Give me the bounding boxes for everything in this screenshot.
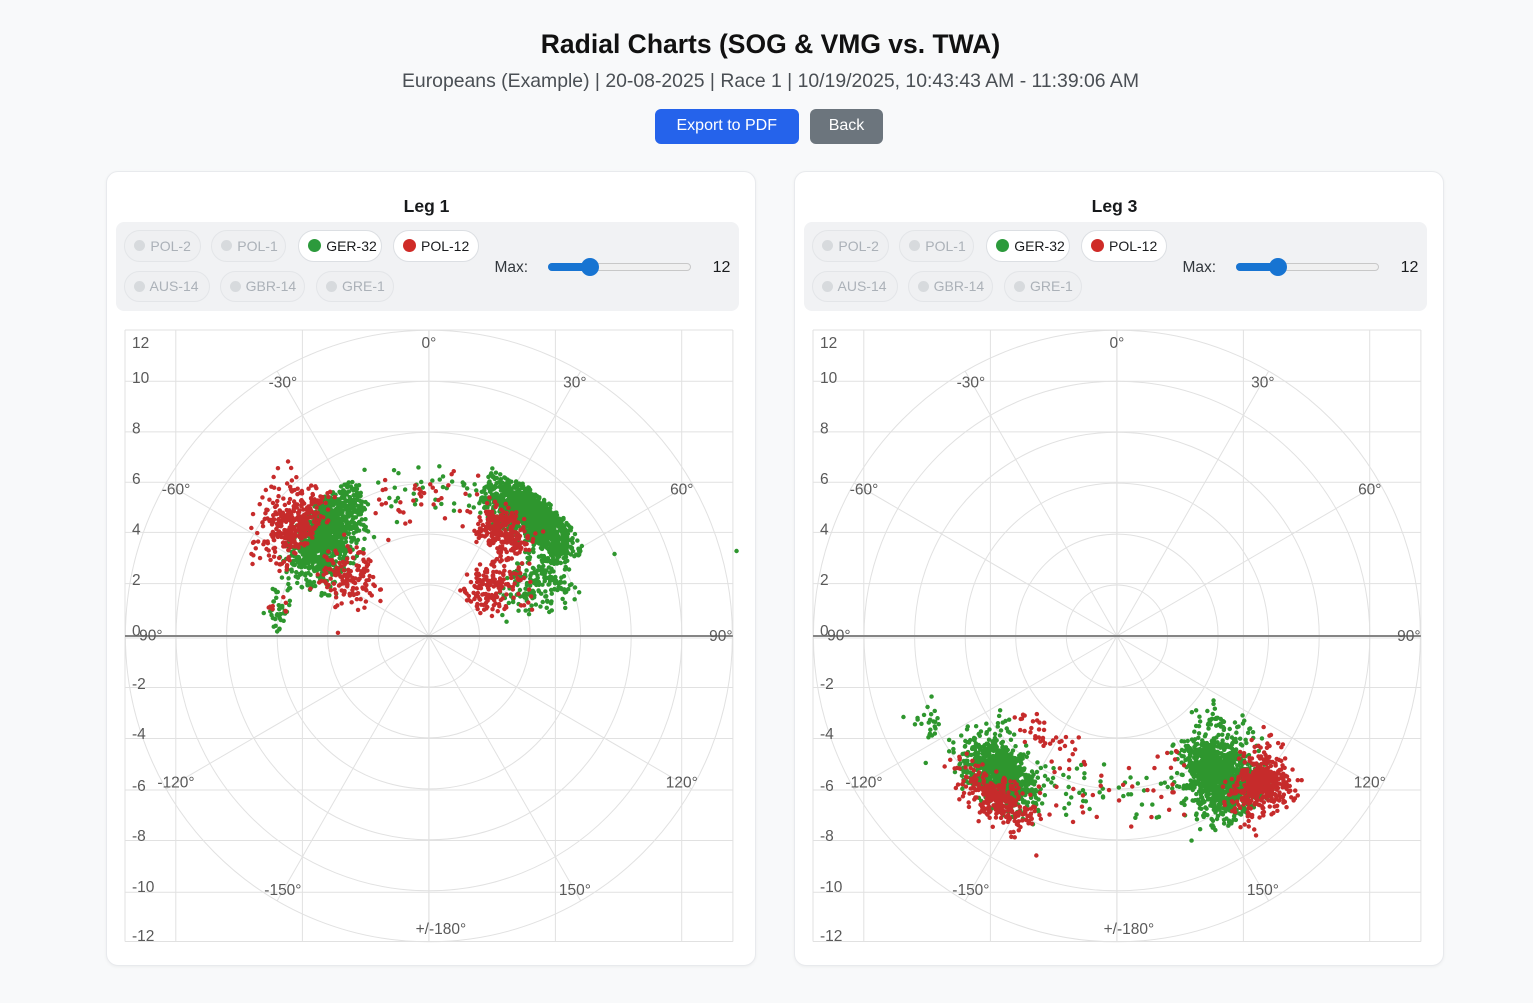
svg-text:+/-180°: +/-180° (1103, 921, 1154, 938)
svg-text:-12: -12 (132, 928, 154, 945)
svg-text:150°: 150° (1246, 882, 1278, 899)
svg-text:-12: -12 (820, 928, 842, 945)
svg-text:0: 0 (132, 623, 141, 640)
svg-text:-6: -6 (820, 778, 834, 795)
svg-text:-4: -4 (820, 726, 834, 743)
svg-text:-120°: -120° (157, 775, 194, 792)
svg-text:120°: 120° (1353, 775, 1385, 792)
svg-text:6: 6 (132, 471, 141, 488)
svg-text:-30°: -30° (268, 375, 297, 392)
svg-text:120°: 120° (665, 775, 697, 792)
svg-text:6: 6 (820, 471, 829, 488)
svg-text:4: 4 (820, 522, 829, 539)
svg-text:0°: 0° (421, 335, 436, 352)
svg-text:10: 10 (132, 370, 150, 387)
svg-text:+/-180°: +/-180° (415, 921, 466, 938)
svg-text:60°: 60° (1358, 482, 1381, 499)
svg-text:10: 10 (820, 370, 838, 387)
svg-text:-150°: -150° (264, 882, 301, 899)
svg-text:8: 8 (820, 420, 829, 437)
svg-text:-6: -6 (132, 778, 146, 795)
svg-text:90°: 90° (139, 628, 162, 645)
svg-text:90°: 90° (827, 628, 850, 645)
svg-text:60°: 60° (670, 482, 693, 499)
svg-text:4: 4 (132, 522, 141, 539)
svg-text:-30°: -30° (956, 375, 985, 392)
svg-text:12: 12 (132, 335, 149, 352)
svg-text:-8: -8 (132, 828, 146, 845)
svg-text:-120°: -120° (845, 775, 882, 792)
svg-text:90°: 90° (1397, 628, 1420, 645)
svg-text:150°: 150° (558, 882, 590, 899)
svg-text:0°: 0° (1109, 335, 1124, 352)
svg-text:-8: -8 (820, 828, 834, 845)
svg-text:-150°: -150° (952, 882, 989, 899)
svg-text:-4: -4 (132, 726, 146, 743)
svg-text:12: 12 (820, 335, 837, 352)
svg-text:-2: -2 (132, 676, 146, 693)
svg-text:0: 0 (820, 623, 829, 640)
svg-text:2: 2 (132, 572, 141, 589)
svg-text:30°: 30° (1251, 375, 1274, 392)
svg-text:-60°: -60° (849, 482, 878, 499)
svg-text:90°: 90° (709, 628, 732, 645)
svg-text:8: 8 (132, 420, 141, 437)
svg-text:2: 2 (820, 572, 829, 589)
svg-text:-2: -2 (820, 676, 834, 693)
svg-text:30°: 30° (563, 375, 586, 392)
svg-text:-60°: -60° (161, 482, 190, 499)
svg-text:-10: -10 (132, 879, 155, 896)
svg-text:-10: -10 (820, 879, 843, 896)
